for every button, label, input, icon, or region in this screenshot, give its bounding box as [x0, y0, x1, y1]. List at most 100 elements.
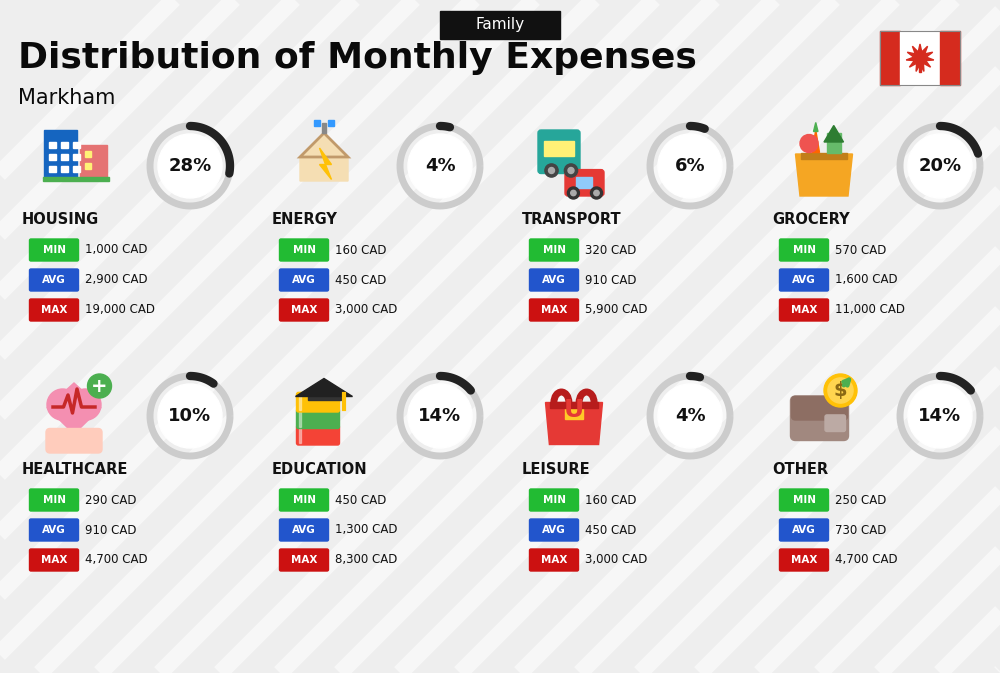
Bar: [80, 145, 107, 178]
Text: MIN: MIN: [292, 495, 316, 505]
Text: AVG: AVG: [792, 275, 816, 285]
FancyBboxPatch shape: [780, 239, 828, 261]
Circle shape: [545, 164, 558, 177]
Text: 910 CAD: 910 CAD: [585, 273, 637, 287]
Bar: [49, 142, 56, 148]
Text: OTHER: OTHER: [772, 462, 828, 478]
Text: 250 CAD: 250 CAD: [835, 493, 886, 507]
Text: 1,600 CAD: 1,600 CAD: [835, 273, 898, 287]
Bar: [44, 130, 77, 178]
Text: 160 CAD: 160 CAD: [335, 244, 386, 256]
Text: AVG: AVG: [292, 525, 316, 535]
Text: AVG: AVG: [292, 275, 316, 285]
Circle shape: [408, 134, 472, 198]
Text: 10%: 10%: [168, 407, 212, 425]
FancyBboxPatch shape: [30, 239, 78, 261]
Text: Family: Family: [475, 17, 525, 32]
Text: 4,700 CAD: 4,700 CAD: [835, 553, 898, 567]
FancyBboxPatch shape: [30, 299, 78, 321]
Text: 450 CAD: 450 CAD: [335, 493, 386, 507]
Text: 5,900 CAD: 5,900 CAD: [585, 304, 648, 316]
Bar: [61, 154, 68, 160]
Polygon shape: [296, 378, 352, 396]
Text: 2,900 CAD: 2,900 CAD: [85, 273, 148, 287]
Text: 320 CAD: 320 CAD: [585, 244, 636, 256]
Circle shape: [824, 374, 857, 407]
Text: AVG: AVG: [42, 275, 66, 285]
FancyBboxPatch shape: [280, 269, 328, 291]
Text: 730 CAD: 730 CAD: [835, 524, 886, 536]
Text: AVG: AVG: [542, 525, 566, 535]
Text: HOUSING: HOUSING: [22, 213, 99, 227]
Text: MAX: MAX: [41, 555, 67, 565]
Text: MAX: MAX: [791, 305, 817, 315]
Polygon shape: [47, 383, 101, 434]
Text: MIN: MIN: [542, 245, 566, 255]
Bar: [298, 394, 301, 410]
Text: TRANSPORT: TRANSPORT: [522, 213, 622, 227]
Text: 20%: 20%: [918, 157, 962, 175]
Bar: [565, 402, 583, 419]
Text: MAX: MAX: [291, 305, 317, 315]
Text: Markham: Markham: [18, 88, 115, 108]
FancyBboxPatch shape: [530, 489, 578, 511]
FancyBboxPatch shape: [780, 549, 828, 571]
Bar: [576, 177, 592, 188]
Text: 8,300 CAD: 8,300 CAD: [335, 553, 397, 567]
Polygon shape: [824, 125, 844, 142]
Text: 570 CAD: 570 CAD: [835, 244, 886, 256]
Bar: [880, 31, 960, 85]
Bar: [328, 120, 334, 125]
Bar: [322, 122, 326, 133]
Bar: [84, 151, 91, 157]
Polygon shape: [796, 154, 852, 196]
Text: 14%: 14%: [918, 407, 962, 425]
Polygon shape: [906, 44, 934, 71]
FancyBboxPatch shape: [530, 239, 578, 261]
Text: 6%: 6%: [675, 157, 705, 175]
Polygon shape: [300, 133, 348, 181]
Text: 1,300 CAD: 1,300 CAD: [335, 524, 398, 536]
FancyBboxPatch shape: [565, 170, 604, 196]
Text: 1,000 CAD: 1,000 CAD: [85, 244, 148, 256]
Circle shape: [567, 187, 579, 199]
Circle shape: [568, 168, 574, 174]
FancyBboxPatch shape: [538, 130, 580, 174]
FancyBboxPatch shape: [30, 549, 78, 571]
Text: MAX: MAX: [291, 555, 317, 565]
Text: AVG: AVG: [42, 525, 66, 535]
FancyBboxPatch shape: [780, 519, 828, 541]
Text: 450 CAD: 450 CAD: [335, 273, 386, 287]
Circle shape: [70, 389, 101, 420]
Bar: [73, 166, 80, 172]
Text: 11,000 CAD: 11,000 CAD: [835, 304, 905, 316]
Text: MAX: MAX: [41, 305, 67, 315]
FancyBboxPatch shape: [296, 425, 340, 445]
FancyBboxPatch shape: [530, 549, 578, 571]
Text: MIN: MIN: [292, 245, 316, 255]
Polygon shape: [546, 402, 602, 444]
FancyBboxPatch shape: [280, 549, 328, 571]
Text: 3,000 CAD: 3,000 CAD: [585, 553, 647, 567]
Text: U: U: [564, 398, 584, 422]
FancyBboxPatch shape: [280, 489, 328, 511]
Circle shape: [564, 164, 578, 177]
FancyBboxPatch shape: [296, 392, 340, 412]
FancyBboxPatch shape: [30, 489, 78, 511]
Polygon shape: [827, 133, 840, 153]
FancyBboxPatch shape: [530, 269, 578, 291]
Circle shape: [828, 378, 853, 403]
Text: MIN: MIN: [792, 495, 816, 505]
Circle shape: [158, 134, 222, 198]
Bar: [61, 142, 68, 148]
Polygon shape: [320, 148, 332, 180]
FancyBboxPatch shape: [825, 415, 846, 431]
Text: EDUCATION: EDUCATION: [272, 462, 368, 478]
FancyBboxPatch shape: [280, 519, 328, 541]
Circle shape: [908, 134, 972, 198]
Bar: [73, 154, 80, 160]
Text: MAX: MAX: [791, 555, 817, 565]
Text: 19,000 CAD: 19,000 CAD: [85, 304, 155, 316]
FancyBboxPatch shape: [792, 396, 848, 420]
Text: 160 CAD: 160 CAD: [585, 493, 637, 507]
